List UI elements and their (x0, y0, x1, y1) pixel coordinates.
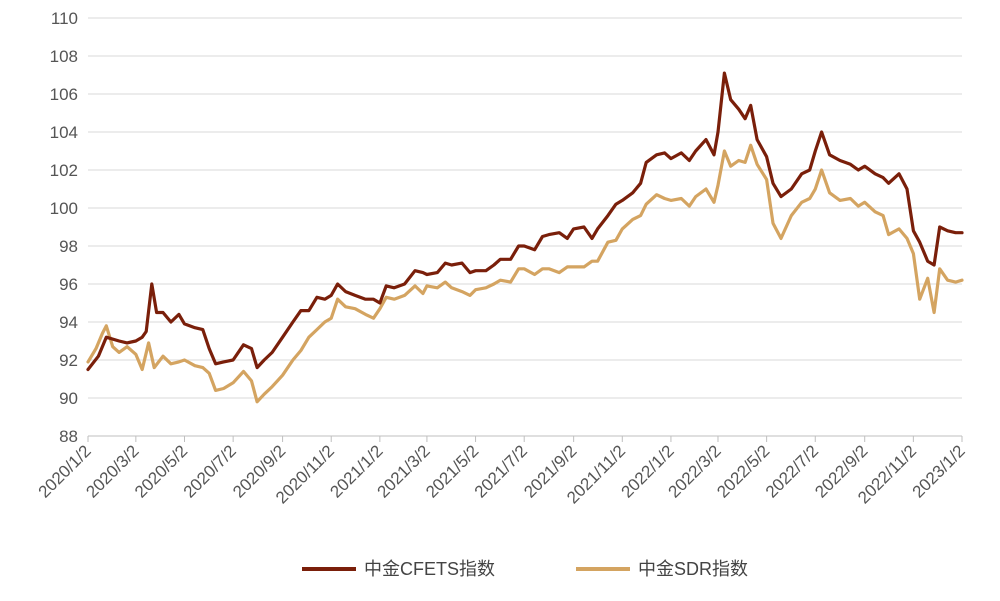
y-tick-label: 96 (59, 275, 78, 294)
legend: 中金CFETS指数 中金SDR指数 (302, 559, 748, 579)
x-tick-label: 2021/3/2 (374, 441, 434, 501)
y-axis: 88 90 92 94 96 98 100 102 104 106 108 110 (50, 9, 78, 446)
x-tick-label: 2020/3/2 (82, 441, 142, 501)
x-tick-label: 2022/3/2 (665, 441, 725, 501)
series-lines (86, 71, 964, 404)
legend-label: 中金SDR指数 (638, 559, 748, 579)
x-tick-label: 2021/7/2 (471, 441, 531, 501)
y-tick-label: 98 (59, 237, 78, 256)
legend-label: 中金CFETS指数 (364, 559, 495, 579)
x-tick-label: 2023/1/2 (909, 441, 969, 501)
series-line (86, 71, 964, 372)
y-tick-label: 92 (59, 351, 78, 370)
y-tick-label: 94 (59, 313, 78, 332)
x-tick-label: 2020/7/2 (180, 441, 240, 501)
y-tick-label: 88 (59, 427, 78, 446)
y-tick-label: 102 (50, 161, 78, 180)
y-tick-label: 90 (59, 389, 78, 408)
y-tick-label: 104 (50, 123, 78, 142)
series-line (86, 143, 964, 404)
x-tick-label: 2022/5/2 (713, 441, 773, 501)
y-tick-label: 100 (50, 199, 78, 218)
y-tick-label: 110 (51, 9, 78, 28)
x-axis: 2020/1/22020/3/22020/5/22020/7/22020/9/2… (35, 435, 969, 507)
y-tick-label: 108 (50, 47, 78, 66)
x-tick-label: 2021/5/2 (422, 441, 482, 501)
gridlines (88, 17, 962, 399)
x-tick-label: 2022/7/2 (762, 441, 822, 501)
x-tick-label: 2020/5/2 (131, 441, 191, 501)
y-tick-label: 106 (50, 85, 78, 104)
